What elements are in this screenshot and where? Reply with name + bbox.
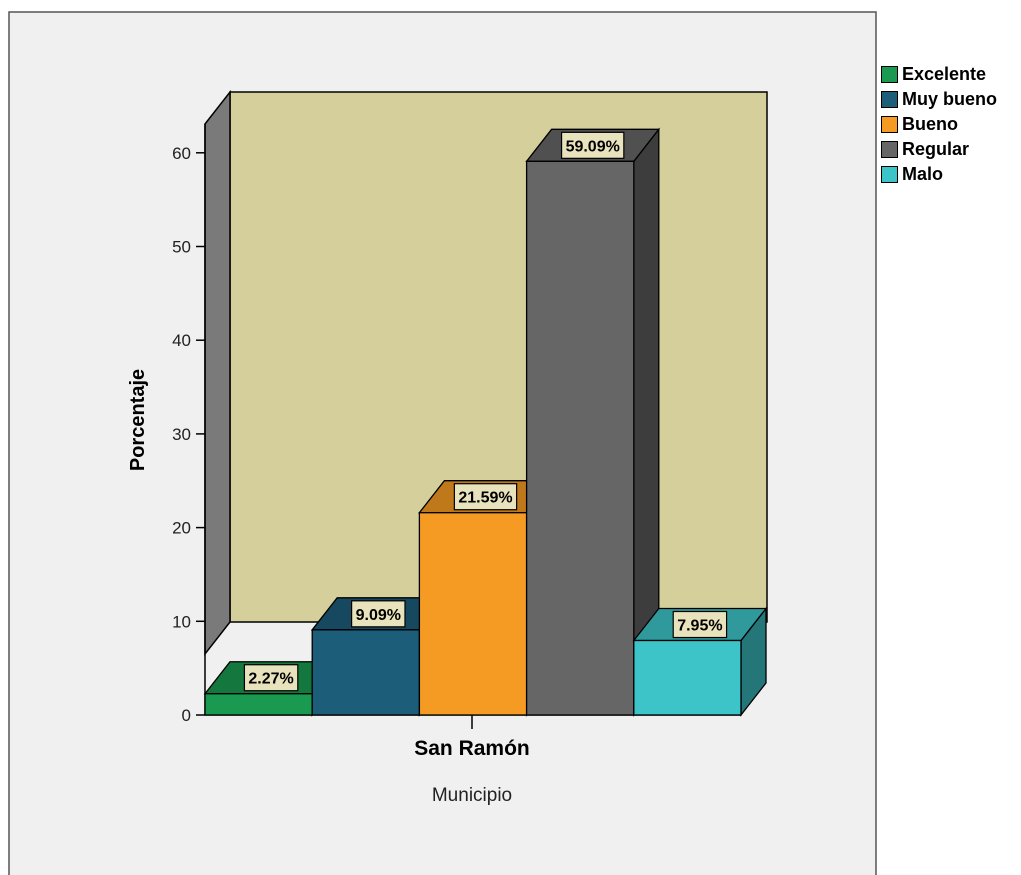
- legend-swatch: [881, 166, 898, 183]
- legend-swatch: [881, 116, 898, 133]
- legend: Excelente Muy bueno Bueno Regular Malo: [881, 62, 997, 187]
- legend-item-excelente: Excelente: [881, 62, 997, 87]
- y-tick-label: 30: [172, 425, 191, 444]
- legend-swatch: [881, 66, 898, 83]
- data-label-text: 2.27%: [248, 671, 293, 688]
- y-tick-label: 10: [172, 612, 191, 631]
- y-tick-label: 0: [182, 706, 191, 725]
- data-label-text: 9.09%: [356, 607, 401, 624]
- data-label-text: 59.09%: [566, 138, 620, 155]
- legend-swatch: [881, 141, 898, 158]
- data-label-text: 21.59%: [458, 490, 512, 507]
- data-label-text: 7.95%: [677, 618, 722, 635]
- legend-item-bueno: Bueno: [881, 112, 997, 137]
- bar-front-face: [418, 512, 528, 716]
- legend-swatch: [881, 91, 898, 108]
- data-label: 7.95%: [672, 610, 728, 639]
- data-label: 21.59%: [453, 483, 518, 511]
- legend-item-malo: Malo: [881, 162, 997, 187]
- legend-label: Malo: [902, 164, 944, 184]
- y-tick-label: 60: [172, 144, 191, 163]
- bar-front-face: [633, 639, 742, 716]
- y-tick-label: 50: [172, 238, 191, 257]
- data-label: 9.09%: [351, 600, 406, 628]
- data-label: 2.27%: [243, 664, 299, 692]
- legend-item-regular: Regular: [881, 137, 997, 162]
- data-label: 59.09%: [560, 131, 625, 159]
- legend-label: Regular: [902, 139, 970, 159]
- y-axis-title: Porcentaje: [127, 369, 149, 471]
- bar-front-face: [204, 693, 313, 716]
- legend-item-muy-bueno: Muy bueno: [881, 87, 997, 112]
- bar-malo: [632, 606, 768, 717]
- bar-front-face: [311, 629, 421, 716]
- x-category-label: San Ramón: [414, 737, 530, 760]
- x-axis-title: Municipio: [432, 785, 512, 806]
- bar-regular: [525, 127, 661, 717]
- y-tick-label: 20: [172, 519, 191, 538]
- legend-label: Excelente: [902, 64, 987, 84]
- legend-label: Bueno: [902, 114, 958, 134]
- bar-front-face: [525, 160, 635, 716]
- plot-side-wall: [204, 89, 231, 657]
- y-tick-label: 40: [172, 331, 191, 350]
- legend-label: Muy bueno: [902, 89, 997, 109]
